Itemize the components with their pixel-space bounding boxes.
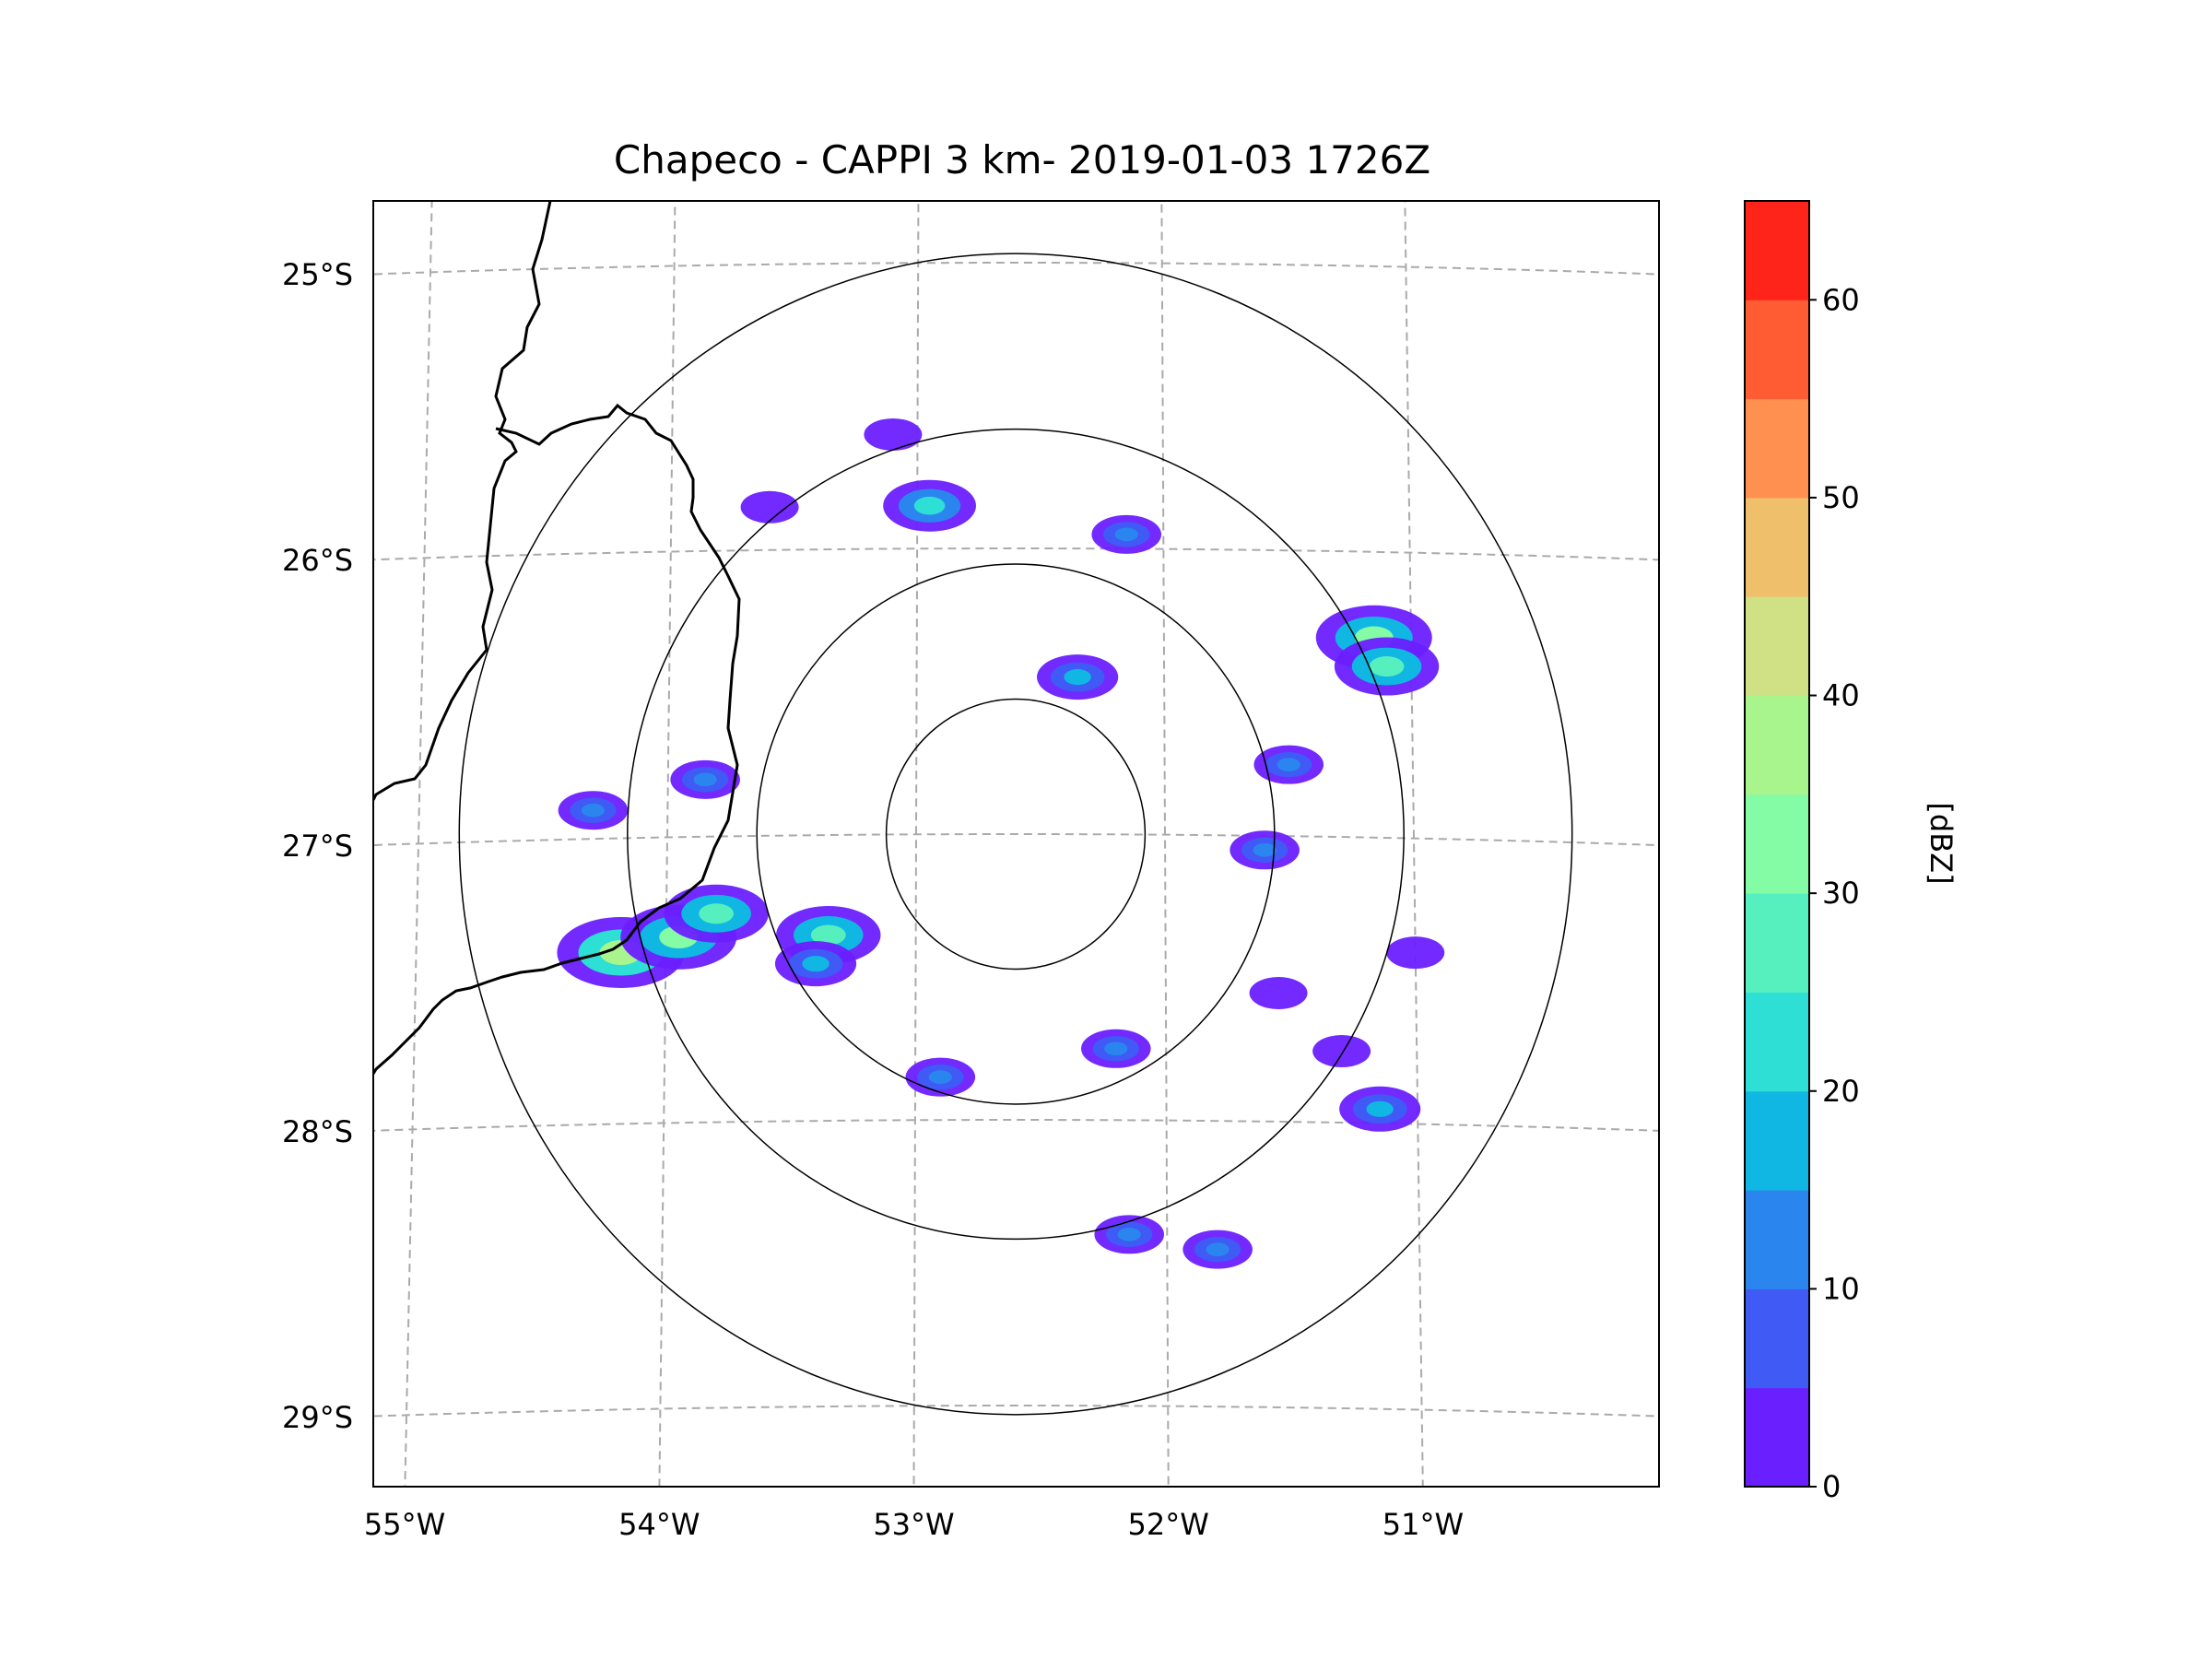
colorbar-tick-label: 30 [1822, 876, 1860, 911]
echo-peak [1253, 842, 1277, 857]
border-parana-santa-catarina [373, 403, 741, 1075]
latitude-label: 27°S [282, 829, 353, 864]
echo-peak [1104, 1041, 1128, 1056]
range-ring [627, 428, 1405, 1241]
meridian-line [658, 201, 677, 1487]
latitude-label: 25°S [282, 257, 353, 292]
colorbar-segment [1745, 1288, 1809, 1389]
colorbar-frame [1744, 200, 1810, 1488]
parallel-line [373, 262, 1659, 276]
meridian-line [404, 201, 433, 1487]
longitude-label: 51°W [1382, 1507, 1464, 1542]
colorbar: 0 10 20 30 40 50 60 [dBZ] [1744, 200, 1959, 1504]
colorbar-segment [1745, 596, 1809, 697]
echo-peak [928, 1070, 952, 1085]
echo-cell [740, 490, 799, 524]
echo-peak [1064, 669, 1091, 686]
latitude-label: 26°S [282, 543, 353, 578]
echo-peak [1277, 758, 1300, 772]
echo-peak [1366, 1100, 1394, 1117]
map-panel[interactable] [305, 148, 1701, 1558]
echo-cell [1312, 1035, 1371, 1068]
colorbar-segment [1745, 893, 1809, 993]
colorbar-tick-label: 60 [1822, 282, 1860, 317]
longitude-label: 52°W [1128, 1507, 1209, 1542]
echo-peak [693, 772, 717, 787]
range-rings [458, 253, 1573, 1416]
latitude-label: 28°S [282, 1114, 353, 1149]
latitude-label: 29°S [282, 1400, 353, 1435]
range-ring [885, 698, 1147, 971]
colorbar-segment [1745, 1190, 1809, 1289]
echo-cell [864, 418, 923, 451]
echo-peak [1369, 656, 1405, 677]
longitude-tick-labels: 55°W 54°W 53°W 52°W 51°W [364, 1507, 1464, 1542]
colorbar-tick-label: 50 [1822, 480, 1860, 515]
range-ring [756, 563, 1276, 1105]
colorbar-segment [1745, 201, 1809, 300]
range-ring [458, 253, 1573, 1416]
latitude-tick-labels: 25°S 26°S 27°S 28°S 29°S [282, 257, 353, 1435]
echo-peak [810, 924, 846, 946]
echo-peak [699, 903, 735, 924]
echo-peak [1206, 1242, 1230, 1257]
echo-peak [913, 496, 946, 515]
colorbar-segment [1745, 398, 1809, 499]
colorbar-segment [1745, 992, 1809, 1092]
state-borders [373, 201, 741, 1075]
parallel-line [373, 833, 1659, 847]
longitude-label: 55°W [364, 1507, 445, 1542]
colorbar-tick-label: 10 [1822, 1271, 1860, 1306]
echo-peak [581, 803, 606, 818]
parallel-line [373, 547, 1659, 561]
echo-cell [1249, 976, 1308, 1009]
border-argentina-brazil [373, 201, 552, 801]
longitude-label: 53°W [873, 1507, 954, 1542]
meridian-line [912, 201, 920, 1487]
parallel-line [373, 1405, 1659, 1418]
colorbar-segment [1745, 497, 1809, 597]
map-frame [372, 200, 1660, 1488]
colorbar-tick-label: 0 [1822, 1469, 1841, 1504]
echo-cell [1386, 936, 1445, 970]
parallel-line [373, 1119, 1659, 1132]
colorbar-segment [1745, 1090, 1809, 1191]
echo-peak [802, 956, 830, 972]
colorbar-segment [1745, 695, 1809, 795]
colorbar-segment [1745, 300, 1809, 400]
map-background [373, 201, 1659, 1487]
echo-peak [1117, 1228, 1141, 1241]
longitude-label: 54°W [618, 1507, 700, 1542]
reflectivity-echoes [557, 418, 1445, 1269]
colorbar-segment [1745, 794, 1809, 894]
colorbar-segment [1745, 1387, 1809, 1488]
echo-peak [1114, 527, 1138, 542]
colorbar-label: [dBZ] [1924, 802, 1959, 884]
colorbar-tick-label: 20 [1822, 1074, 1860, 1109]
colorbar-tick-label: 40 [1822, 678, 1860, 713]
meridian-line [1160, 201, 1170, 1487]
graticule [373, 201, 1659, 1487]
meridian-line [1404, 201, 1424, 1487]
figure-title: Chapeco - CAPPI 3 km- 2019-01-03 1726Z [614, 137, 1430, 182]
